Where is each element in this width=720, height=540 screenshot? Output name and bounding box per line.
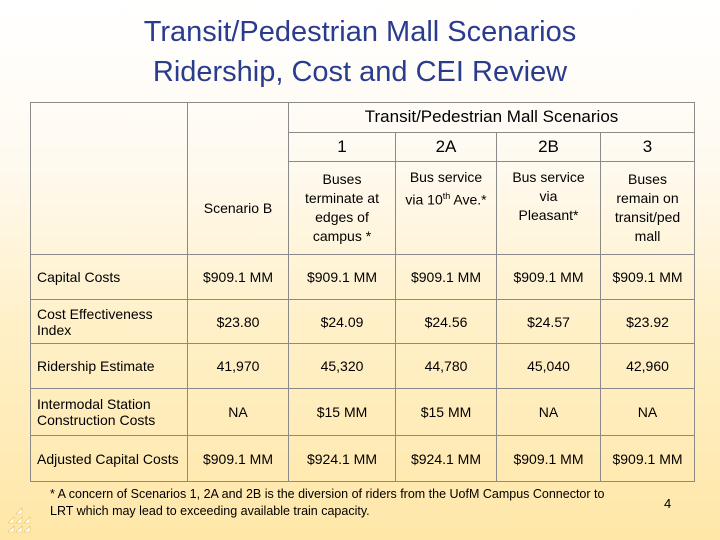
slide-title-line1: Transit/Pedestrian Mall Scenarios — [143, 16, 577, 48]
table-row: Cost Effectiveness Index $23.80 $24.09 $… — [30, 298, 696, 345]
row-label: Capital Costs — [30, 254, 188, 300]
table-cell: $909.1 MM — [187, 435, 289, 482]
scenario-table: Transit/Pedestrian Mall Scenarios 1 2A 2… — [30, 101, 696, 482]
scenario-number: 2A — [395, 131, 497, 163]
table-cell: $23.80 — [187, 298, 289, 345]
table-row: Ridership Estimate 41,970 45,320 44,780 … — [30, 343, 696, 389]
table-cell: $24.09 — [288, 298, 396, 345]
row-label: Adjusted Capital Costs — [30, 435, 188, 482]
scenario-number: 1 — [288, 131, 396, 163]
table-cell: NA — [599, 387, 696, 437]
table-cell: 45,040 — [496, 343, 601, 389]
table-cell: $909.1 MM — [599, 435, 696, 482]
logo-icon — [7, 507, 31, 533]
table-cell: $909.1 MM — [395, 254, 497, 300]
table-cell: $924.1 MM — [395, 435, 497, 482]
table-row: Intermodal Station Construction Costs NA… — [30, 387, 696, 437]
slide-title-line2: Ridership, Cost and CEI Review — [152, 56, 568, 88]
page-number: 4 — [664, 496, 672, 511]
empty-corner-cell — [30, 101, 188, 256]
table-cell: 41,970 — [187, 343, 289, 389]
empty-header-cell — [187, 101, 289, 162]
table-cell: 42,960 — [599, 343, 696, 389]
footnote: * A concern of Scenarios 1, 2A and 2B is… — [50, 486, 690, 520]
table-group-header-row: Transit/Pedestrian Mall Scenarios — [30, 101, 696, 256]
table-cell: $23.92 — [599, 298, 696, 345]
table-cell: $909.1 MM — [496, 254, 601, 300]
scenario-2b-description: Bus service via Pleasant* — [496, 161, 601, 256]
table-cell: $924.1 MM — [288, 435, 396, 482]
table-cell: $15 MM — [395, 387, 497, 437]
table-cell: $24.56 — [395, 298, 497, 345]
scenario-b-label: Scenario B — [187, 161, 289, 256]
table-row: Capital Costs $909.1 MM $909.1 MM $909.1… — [30, 254, 696, 300]
scenario-2a-description: Bus service via 10th Ave.* — [395, 161, 497, 256]
scenario-number: 2B — [496, 131, 601, 163]
scenario-number: 3 — [599, 131, 696, 163]
table-cell: $24.57 — [496, 298, 601, 345]
table-cell: NA — [496, 387, 601, 437]
footnote-line2: LRT which may lead to exceeding availabl… — [50, 504, 370, 518]
table-cell: NA — [187, 387, 289, 437]
scenario-1-description: Buses terminate at edges of campus * — [288, 161, 396, 256]
table-cell: 45,320 — [288, 343, 396, 389]
table-cell: $15 MM — [288, 387, 396, 437]
table-cell: 44,780 — [395, 343, 497, 389]
footnote-line1: * A concern of Scenarios 1, 2A and 2B is… — [50, 487, 605, 501]
row-label: Cost Effectiveness Index — [30, 298, 188, 345]
scenario-3-description: Buses remain on transit/ped mall — [599, 161, 696, 256]
table-row: Adjusted Capital Costs $909.1 MM $924.1 … — [30, 435, 696, 482]
table-cell: $909.1 MM — [288, 254, 396, 300]
table-cell: $909.1 MM — [187, 254, 289, 300]
row-label: Ridership Estimate — [30, 343, 188, 389]
table-cell: $909.1 MM — [496, 435, 601, 482]
table-cell: $909.1 MM — [599, 254, 696, 300]
scenario-description-row: Scenario B Buses terminate at edges of c… — [31, 161, 696, 256]
row-label: Intermodal Station Construction Costs — [30, 387, 188, 437]
group-header: Transit/Pedestrian Mall Scenarios — [287, 102, 696, 133]
